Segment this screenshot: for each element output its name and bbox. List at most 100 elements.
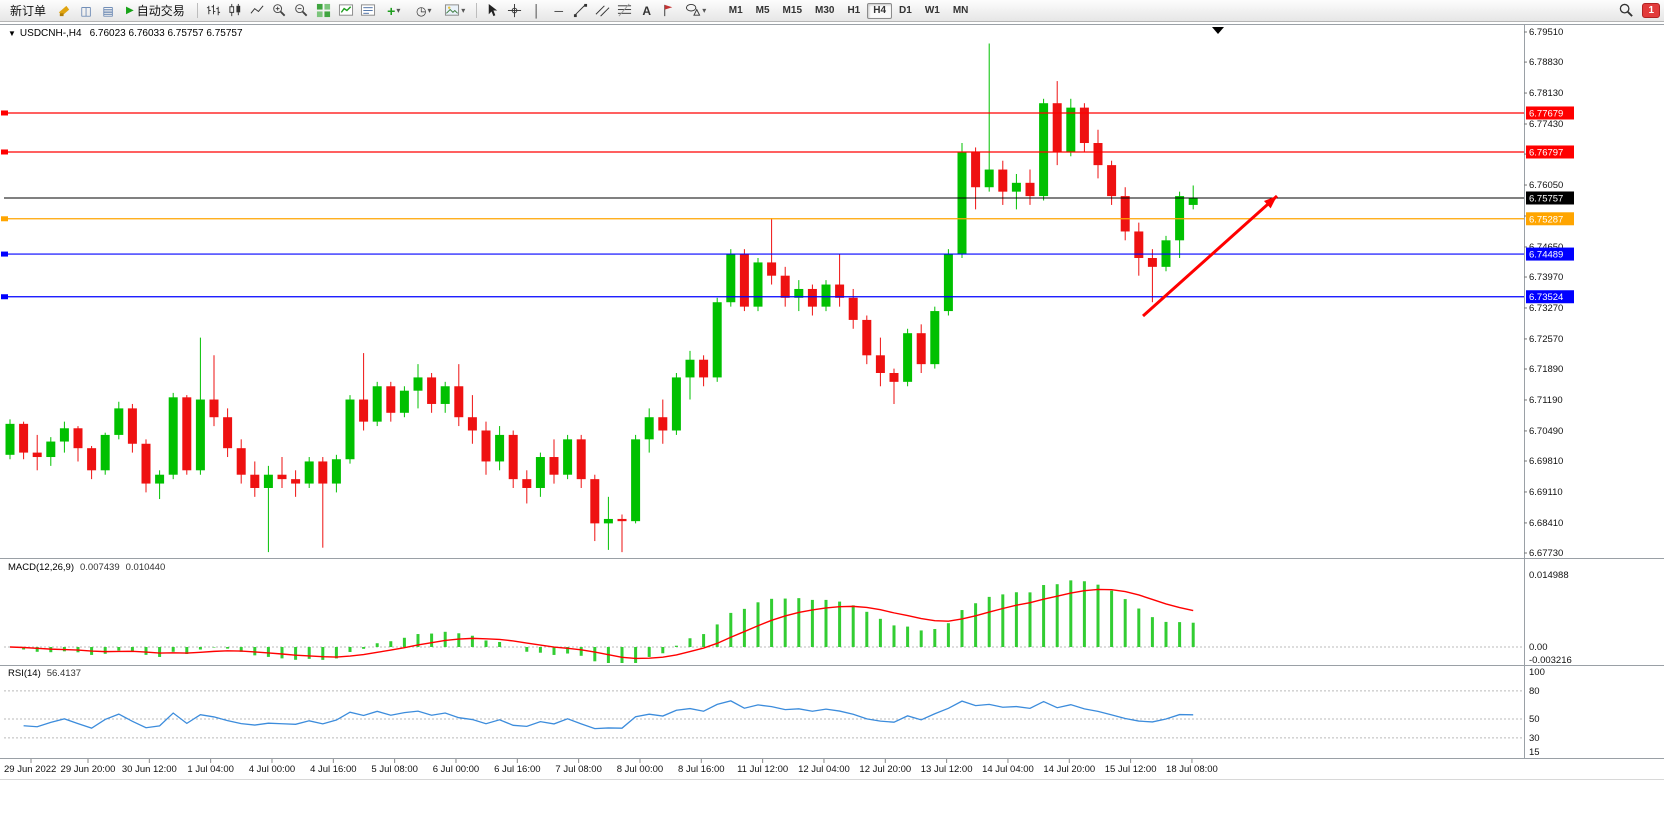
rsi-value: 56.4137 — [46, 668, 82, 679]
candle-body — [658, 417, 668, 431]
profiles-icon: ▤ — [102, 3, 114, 18]
candle-body — [1147, 258, 1157, 267]
timeframe-m5-button[interactable]: M5 — [755, 5, 770, 16]
tile-windows-button[interactable] — [314, 2, 334, 20]
timeframe-d1-button[interactable]: D1 — [899, 5, 912, 16]
trendline-button[interactable] — [571, 2, 591, 20]
label-button[interactable] — [659, 2, 679, 20]
fibonacci-button[interactable] — [615, 2, 635, 20]
vertical-line-icon: │ — [532, 3, 541, 18]
chart-ohlc-values: 6.76023 6.76033 6.75757 6.75757 — [89, 28, 243, 39]
candle-body — [291, 479, 301, 484]
zoom-out-button[interactable] — [292, 2, 312, 20]
time-axis-label: 13 Jul 12:00 — [921, 764, 973, 775]
price-axis-label: 6.69110 — [1529, 487, 1563, 498]
macd-signal-value: 0.010440 — [125, 562, 166, 573]
macd-signal-line — [9, 588, 1194, 660]
notifications-badge[interactable]: 1 — [1642, 3, 1660, 18]
candle-body — [848, 297, 858, 320]
scroll-end-marker-icon[interactable] — [1212, 27, 1224, 34]
chart-window-button[interactable]: ◫ — [76, 2, 96, 20]
cursor-button[interactable] — [483, 2, 503, 20]
hline-left-anchor — [1, 149, 8, 155]
candlestick-chart-button[interactable] — [226, 2, 246, 20]
timeframe-w1-button[interactable]: W1 — [924, 5, 940, 16]
candle-body — [631, 439, 641, 522]
price-axis-label: 6.71890 — [1529, 364, 1563, 375]
price-axis-label: 6.71190 — [1529, 395, 1563, 406]
channel-icon — [595, 5, 610, 17]
price-axis-label: 6.79510 — [1529, 27, 1563, 38]
candle-body — [100, 434, 110, 471]
search-button[interactable] — [1616, 2, 1636, 20]
horizontal-line-button[interactable]: ─ — [549, 2, 569, 20]
announcement-button[interactable] — [54, 2, 74, 20]
candle-body — [971, 151, 981, 188]
timeframe-m15-button[interactable]: M15 — [782, 5, 802, 16]
candle-body — [359, 399, 369, 422]
channel-button[interactable] — [593, 2, 613, 20]
candle-body — [1120, 196, 1130, 232]
time-axis-label: 11 Jul 12:00 — [737, 764, 788, 775]
timeframe-mn-button[interactable]: MN — [952, 5, 969, 16]
quick-trade-arrow-icon[interactable]: ▼ — [8, 29, 16, 38]
time-axis-label: 12 Jul 20:00 — [859, 764, 911, 775]
template-picture-icon — [445, 4, 460, 16]
candle-body — [236, 448, 246, 475]
bar-chart-button[interactable] — [204, 2, 224, 20]
time-axis-label: 5 Jul 08:00 — [371, 764, 417, 775]
candle-body — [155, 474, 165, 484]
trend-arrow-line[interactable] — [1141, 194, 1279, 318]
search-icon — [1619, 3, 1633, 17]
candle-body — [141, 443, 151, 484]
timeframe-h1-button[interactable]: H1 — [847, 5, 861, 16]
candle-body — [753, 262, 763, 307]
timeframe-m30-button[interactable]: M30 — [815, 5, 835, 16]
candle-body — [1052, 103, 1062, 152]
label-flag-icon — [664, 4, 673, 17]
data-window-button[interactable] — [358, 2, 378, 20]
crosshair-button[interactable] — [505, 2, 525, 20]
candlestick-icon — [229, 3, 241, 17]
new-order-button[interactable]: 新订单 — [4, 2, 52, 20]
chevron-down-icon: ▾ — [427, 6, 432, 15]
trend-arrow-head[interactable] — [1263, 196, 1277, 209]
candle-body — [1066, 107, 1076, 152]
toolbar-separator — [475, 3, 477, 18]
add-indicator-dropdown[interactable]: + ▾ — [380, 2, 408, 20]
templates-dropdown[interactable]: ▾ — [440, 2, 470, 20]
text-icon: A — [642, 3, 652, 18]
rsi-axis-label: 50 — [1529, 714, 1540, 725]
vertical-line-button[interactable]: │ — [527, 2, 547, 20]
chart-symbol-period: USDCNH-,H4 — [19, 28, 82, 39]
time-axis-label: 8 Jul 00:00 — [617, 764, 663, 775]
periods-dropdown[interactable]: ◷ ▾ — [410, 2, 438, 20]
fibonacci-icon — [618, 3, 632, 17]
candle-body — [739, 253, 749, 307]
shapes-dropdown[interactable]: ▾ — [681, 2, 711, 20]
indicators-button[interactable] — [336, 2, 356, 20]
profiles-button[interactable]: ▤ — [98, 2, 118, 20]
autotrading-button[interactable]: ▶ 自动交易 — [120, 2, 191, 20]
rsi-axis-label: 15 — [1529, 747, 1540, 758]
candle-body — [563, 439, 573, 475]
time-axis-label: 14 Jul 20:00 — [1043, 764, 1095, 775]
zoom-in-button[interactable] — [270, 2, 290, 20]
timeframe-m1-button[interactable]: M1 — [728, 5, 743, 16]
macd-main-value: 0.007439 — [80, 562, 120, 573]
candle-body — [127, 408, 137, 444]
timeframe-h4-button[interactable]: H4 — [867, 2, 893, 19]
candle-body — [277, 474, 287, 480]
price-tag — [1526, 212, 1574, 226]
rsi-axis-label: 80 — [1529, 686, 1540, 697]
candle-body — [644, 417, 654, 440]
candle-body — [916, 333, 926, 365]
line-chart-button[interactable] — [248, 2, 268, 20]
price-tag-value: 6.74489 — [1529, 250, 1563, 261]
text-button[interactable]: A — [637, 2, 657, 20]
main-toolbar: 新订单 ◫ ▤ ▶ 自动交易 + ▾ ◷ ▾ ▾ — [0, 0, 1664, 22]
candle-body — [957, 151, 967, 254]
autotrading-play-icon: ▶ — [126, 4, 134, 16]
price-tag-value: 6.76797 — [1529, 147, 1563, 158]
